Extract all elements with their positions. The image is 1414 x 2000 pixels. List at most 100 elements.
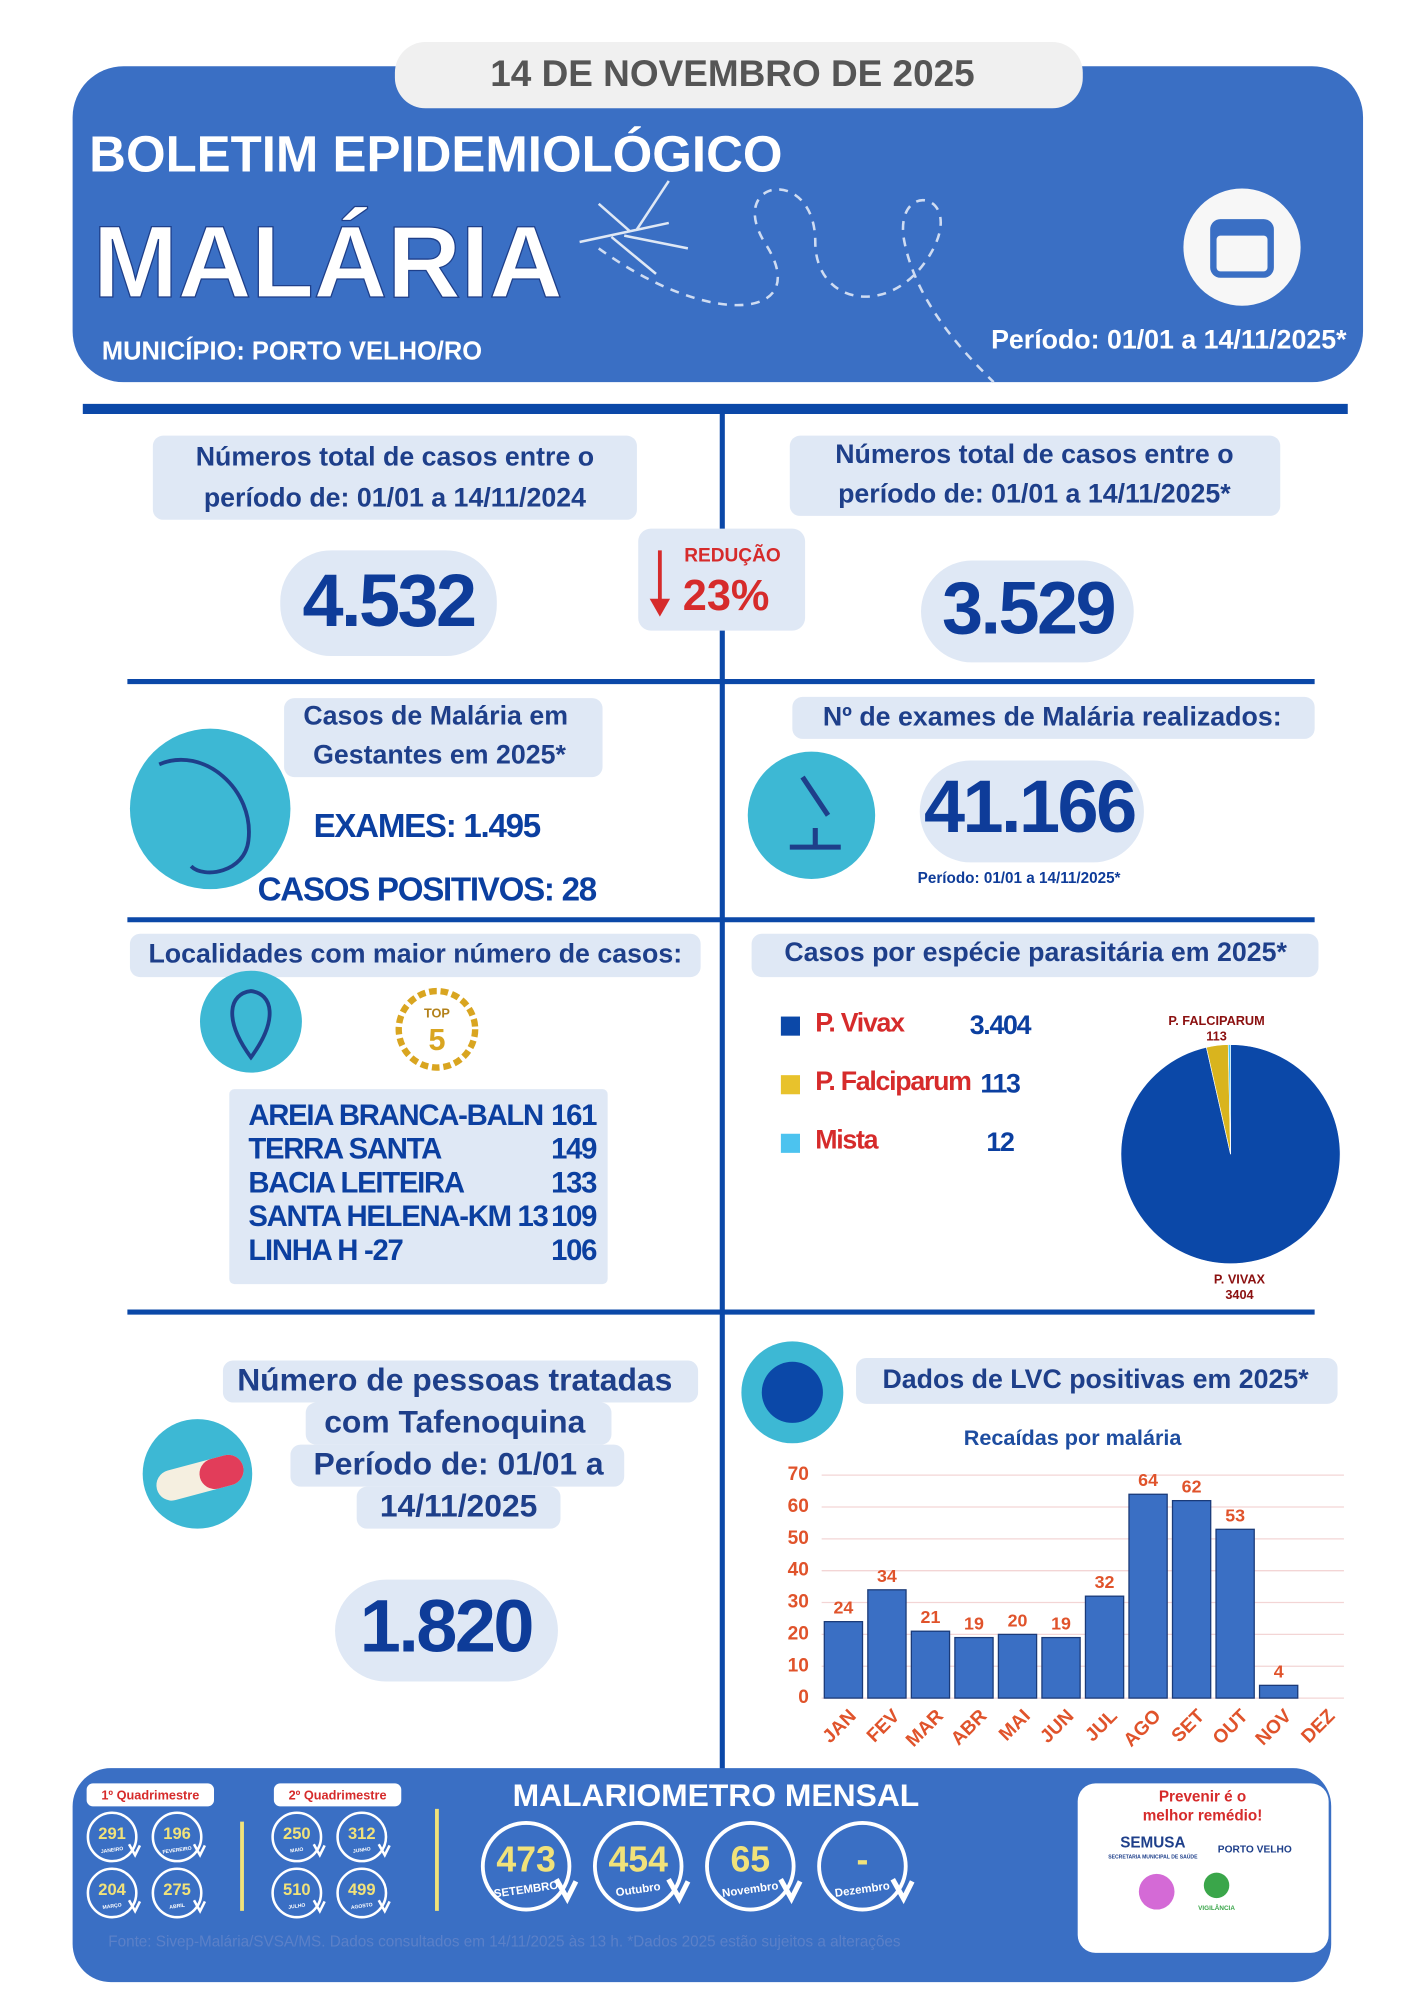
legend-name: Mista — [815, 1124, 879, 1154]
data-label: 21 — [921, 1607, 941, 1627]
bar-chart: 0 10 20 30 40 50 60 70 JAN 24 FEV 34 MAR 21 ABR 19 MAI 20… — [788, 1464, 1344, 1751]
legend-swatch — [780, 1016, 800, 1036]
legend-value: 12 — [986, 1127, 1014, 1157]
label-box — [356, 1486, 561, 1529]
locality-count: 133 — [551, 1166, 597, 1199]
y-tick-label: 10 — [788, 1655, 809, 1676]
quarter-pill — [86, 1783, 215, 1807]
y-tick-label: 40 — [788, 1560, 809, 1581]
month-value: 510 — [283, 1880, 311, 1899]
data-label: 20 — [1008, 1610, 1028, 1630]
x-tick-label: MAR — [902, 1705, 948, 1751]
month-name: AGOSTO — [351, 1902, 374, 1911]
top-badge-number: 5 — [428, 1023, 445, 1057]
month-arrow — [312, 1843, 326, 1858]
label: Número de pessoas tratadas — [237, 1362, 672, 1398]
legend-swatch — [780, 1133, 800, 1153]
data-label: 32 — [1095, 1572, 1115, 1592]
month-circle — [336, 1811, 388, 1863]
month-value: 275 — [163, 1880, 191, 1899]
x-tick-label: JAN — [819, 1706, 861, 1748]
month-value: 473 — [496, 1839, 556, 1879]
y-tick-label: 60 — [788, 1496, 809, 1517]
species-legend: P. Vivax 3.404 P. Falciparum 113 Mista 12 — [780, 1007, 1033, 1157]
month-circle — [705, 1821, 796, 1912]
locality-count: 161 — [551, 1099, 597, 1132]
bar — [954, 1636, 994, 1699]
data-label: 62 — [1182, 1477, 1202, 1497]
legend-name: P. Falciparum — [815, 1066, 971, 1096]
date: 14 DE NOVEMBRO DE 2025 — [490, 53, 974, 94]
slogan: melhor remédio! — [1143, 1808, 1263, 1825]
logo — [1203, 1872, 1230, 1899]
bar — [910, 1630, 951, 1699]
month-circle — [151, 1867, 203, 1919]
pie-value: 3404 — [1225, 1287, 1253, 1302]
month-value: 454 — [608, 1839, 668, 1879]
value: 41.166 — [924, 765, 1135, 848]
month-value: 65 — [730, 1839, 770, 1879]
x-tick-label: ABR — [947, 1705, 991, 1749]
locality-table: AREIA BRANCA-BALN 161 TERRA SANTA 149 BACIA … — [248, 1099, 598, 1267]
positives: CASOS POSITIVOS: 28 — [258, 871, 597, 908]
chart-title: Recaídas por malária — [964, 1425, 1183, 1450]
locality-count: 149 — [551, 1133, 597, 1166]
month-arrow — [127, 1899, 142, 1914]
data-label: 19 — [964, 1614, 984, 1634]
x-tick-label: AGO — [1120, 1706, 1166, 1752]
month-arrow — [666, 1877, 691, 1905]
month-arrow — [192, 1899, 207, 1914]
label-box — [284, 698, 603, 778]
logo-text: SECRETARIA MUNICIPAL DE SAÚDE — [1108, 1854, 1198, 1861]
month-arrow — [778, 1877, 803, 1905]
month-arrow — [192, 1843, 207, 1858]
label: 14/11/2025 — [380, 1488, 538, 1524]
label-box — [290, 1444, 625, 1487]
month-name: JANEIRO — [101, 1846, 124, 1855]
quarter-pill — [273, 1783, 402, 1807]
x-tick-label: MAI — [995, 1706, 1035, 1746]
month-name: FEVEREIRO — [162, 1846, 192, 1856]
monthly-counts: 291 JANEIRO 196 FEVEREIRO 204 MARÇO 275 ABRIL 25… — [86, 1811, 915, 1919]
month-circle — [86, 1811, 138, 1863]
change-value: 23% — [683, 572, 770, 620]
label: Casos por espécie parasitária em 2025* — [784, 937, 1287, 967]
x-tick-label: OUT — [1209, 1705, 1253, 1749]
y-tick-label: 70 — [788, 1464, 809, 1485]
x-tick-label: JUN — [1036, 1706, 1078, 1748]
flight-path — [597, 188, 995, 384]
bar — [1215, 1528, 1255, 1699]
value-pill — [919, 760, 1144, 863]
month-value: 291 — [98, 1824, 126, 1843]
x-tick-label: FEV — [863, 1705, 904, 1746]
month-arrow — [377, 1899, 391, 1914]
locality-count: 109 — [551, 1200, 597, 1233]
month-value: 196 — [163, 1824, 191, 1843]
exams: EXAMES: 1.495 — [314, 808, 541, 845]
pie-label: P. FALCIPARUM — [1168, 1013, 1264, 1028]
pregnant-icon — [158, 757, 251, 875]
microscope-icon — [747, 751, 876, 879]
top-badge — [395, 987, 479, 1071]
quarter-label: 2º Quadrimestre — [289, 1788, 387, 1803]
x-tick-label: SET — [1168, 1705, 1209, 1746]
label: Casos de Malária em — [303, 700, 568, 730]
pie-slice — [1227, 1044, 1231, 1155]
month-value: 250 — [283, 1824, 311, 1843]
label: período de: 01/01 a 14/11/2024 — [204, 482, 586, 512]
label-box — [789, 435, 1281, 516]
value: 3.529 — [942, 567, 1115, 650]
locality-name: SANTA HELENA-KM 13 — [248, 1200, 548, 1233]
x-tick-label: DEZ — [1298, 1705, 1340, 1747]
label: Dados de LVC positivas em 2025* — [882, 1364, 1309, 1394]
data-label: 19 — [1051, 1614, 1071, 1634]
label-box — [856, 1357, 1338, 1404]
table-box — [229, 1089, 608, 1285]
month-name: ABRIL — [169, 1903, 185, 1911]
x-tick-label: NOV — [1252, 1705, 1296, 1749]
pregnant-icon — [129, 728, 291, 890]
location-icon — [230, 989, 272, 1061]
data-label: 24 — [833, 1598, 853, 1618]
period: Período: 01/01 a 14/11/2025* — [991, 324, 1347, 354]
bar — [1171, 1499, 1212, 1699]
